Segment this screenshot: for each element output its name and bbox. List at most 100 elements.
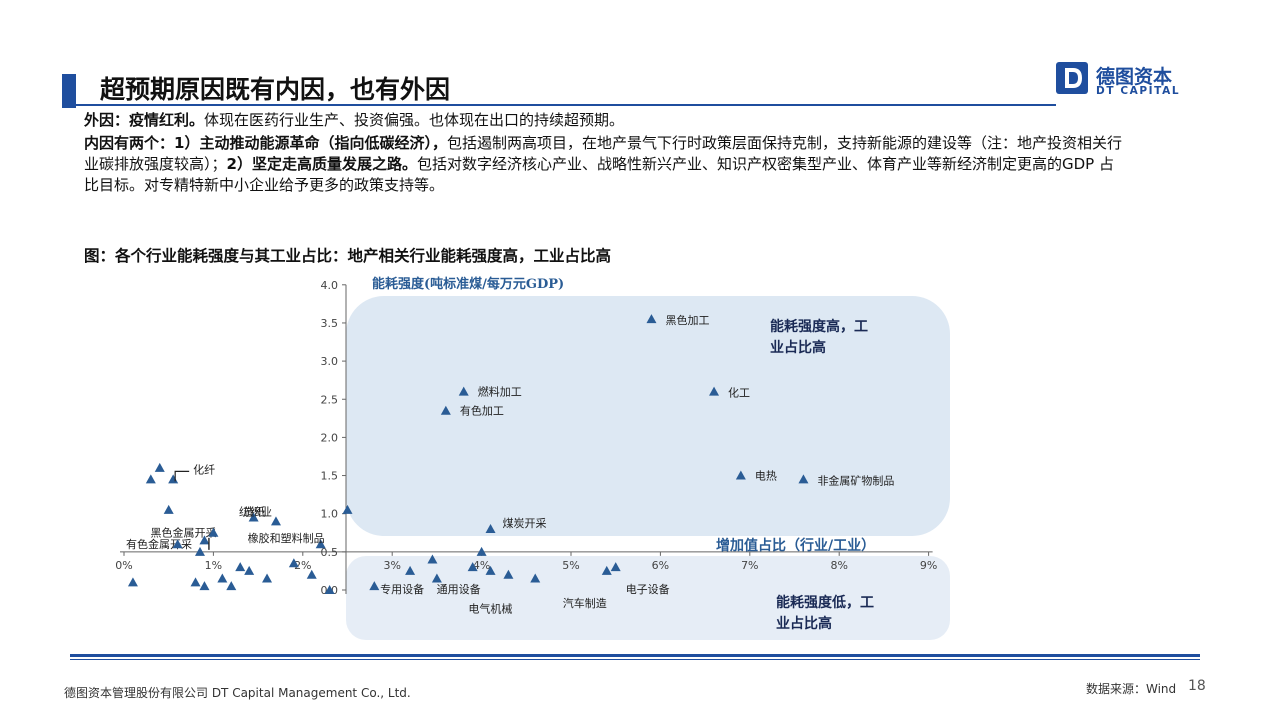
x-tick-label: 7% — [741, 559, 758, 572]
x-axis-label: 增加值占比（行业/工业） — [716, 537, 875, 554]
data-point-label: 黑色加工 — [665, 313, 709, 327]
data-point-marker — [168, 474, 179, 484]
y-tick-label: 0.5 — [321, 546, 339, 559]
figure-title: 图：各个行业能耗强度与其工业占比：地产相关行业能耗强度高，工业占比高 — [84, 247, 612, 265]
data-point-marker — [172, 539, 183, 549]
data-point-label: 化纤 — [193, 462, 215, 476]
highlight-zone-high — [346, 296, 950, 536]
data-point-marker — [163, 504, 174, 514]
data-point-marker — [431, 573, 442, 583]
x-tick-label: 0% — [115, 559, 132, 572]
external-heading: 外因：疫情红利。 — [84, 111, 205, 129]
y-tick-label: 3.0 — [321, 355, 339, 368]
data-point-marker — [262, 573, 273, 583]
data-point-marker — [530, 573, 541, 583]
data-point-marker — [369, 581, 380, 591]
annotation-low: 能耗强度低，工 业占比高 — [776, 594, 874, 632]
data-point-marker — [145, 474, 156, 484]
annotation-high-line1: 能耗强度高，工 — [770, 318, 868, 335]
internal-heading: 内因有两个：1）主动推动能源革命（指向低碳经济）， — [84, 134, 447, 152]
data-point-marker — [503, 569, 514, 579]
annotation-low-line2: 业占比高 — [776, 615, 832, 632]
y-tick-label: 1.0 — [321, 508, 339, 521]
data-point-marker — [235, 562, 246, 572]
data-point-marker — [476, 546, 487, 556]
data-point-label: 电子设备 — [626, 582, 670, 596]
paragraph-internal: 内因有两个：1）主动推动能源革命（指向低碳经济），包括遏制两高项目，在地产景气下… — [84, 133, 1124, 196]
annotation-low-line1: 能耗强度低，工 — [776, 594, 874, 611]
logo-d-icon — [1065, 68, 1082, 88]
x-tick-label: 1% — [205, 559, 222, 572]
x-tick-label: 9% — [920, 559, 937, 572]
data-point-marker — [244, 565, 255, 575]
data-point-marker — [306, 569, 317, 579]
company-name: 德图资本管理股份有限公司 DT Capital Management Co., … — [64, 686, 411, 700]
x-tick-label: 5% — [562, 559, 579, 572]
y-tick-label: 4.0 — [321, 279, 339, 292]
data-point-label: 化工 — [728, 386, 750, 400]
paragraph-external: 外因：疫情红利。体现在医药行业生产、投资偏强。也体现在出口的持续超预期。 — [84, 110, 1124, 131]
data-point-marker — [154, 462, 165, 472]
internal-text-2: 包括对数字经济核心产业、战略性新兴产业、知识产权密集型产业、体育产业等新经济制定… — [84, 155, 1114, 194]
footer-divider — [70, 654, 1200, 657]
y-tick-label: 2.5 — [321, 393, 339, 406]
footer-divider-thin — [70, 659, 1200, 660]
data-point-marker — [226, 581, 237, 591]
data-point-marker — [127, 577, 138, 587]
data-point-label: 通用设备 — [437, 582, 481, 596]
data-point-label: 有色金属开采 — [126, 537, 192, 551]
data-point-marker — [324, 585, 335, 594]
data-point-marker — [485, 565, 496, 575]
data-point-label: 电气机械 — [468, 602, 512, 616]
annotation-high: 能耗强度高，工 业占比高 — [770, 318, 868, 356]
highlight-zone-low — [346, 556, 950, 640]
data-point-marker — [485, 523, 496, 533]
data-point-label: 汽车制造 — [563, 596, 607, 610]
data-point-label: 电热 — [755, 470, 777, 483]
data-point-label: 造纸 — [244, 505, 266, 519]
data-point-label: 燃料加工 — [478, 385, 522, 399]
page-title: 超预期原因既有内因，也有外因 — [100, 75, 451, 104]
data-point-marker — [735, 470, 746, 480]
x-tick-label: 8% — [830, 559, 847, 572]
data-source: 数据来源：Wind — [1086, 682, 1177, 696]
data-point-marker — [217, 573, 228, 583]
logo-mark-icon — [1056, 62, 1088, 94]
data-point-marker — [342, 504, 353, 514]
y-axis-label: 能耗强度(吨标准煤/每万元GDP) — [372, 276, 564, 292]
data-point-marker — [270, 516, 281, 526]
data-point-marker — [610, 562, 621, 572]
data-point-marker — [646, 314, 657, 324]
data-point-marker — [709, 386, 720, 396]
y-tick-label: 2.0 — [321, 431, 339, 444]
data-point-label: 橡胶和塑料制品 — [248, 531, 325, 545]
data-point-label: 煤炭开采 — [503, 517, 547, 530]
x-tick-label: 2% — [294, 559, 311, 572]
data-point-marker — [208, 527, 219, 537]
x-tick-label: 3% — [383, 559, 400, 572]
y-tick-label: 1.5 — [321, 470, 339, 483]
data-point-marker — [601, 565, 612, 575]
page-number: 18 — [1188, 678, 1206, 694]
data-point-marker — [248, 512, 259, 522]
data-point-marker — [458, 386, 469, 396]
data-point-label: 非金属矿物制品 — [817, 473, 894, 487]
annotation-high-line2: 业占比高 — [770, 339, 826, 356]
y-tick-label: 3.5 — [321, 317, 339, 330]
data-point-marker — [427, 554, 438, 564]
title-accent-bar — [62, 74, 76, 108]
internal-heading-2: 2）坚定走高质量发展之路。 — [226, 155, 417, 173]
internal-text-1: 包括遏制两高项目，在地产景气下行时政策层面保持克制，支持新能源的建设等（注：地产… — [84, 134, 1122, 173]
x-tick-label: 4% — [473, 559, 490, 572]
data-point-label: 有色加工 — [460, 404, 504, 418]
data-point-marker — [440, 405, 451, 415]
data-point-label: 专用设备 — [380, 582, 424, 596]
data-point-marker — [405, 565, 416, 575]
data-point-marker — [199, 581, 210, 591]
data-point-marker — [288, 558, 299, 568]
data-point-label: 黑色金属开采 — [150, 525, 216, 539]
external-text: 体现在医药行业生产、投资偏强。也体现在出口的持续超预期。 — [204, 111, 625, 129]
leader-line — [174, 470, 190, 482]
header-divider — [62, 104, 1056, 106]
